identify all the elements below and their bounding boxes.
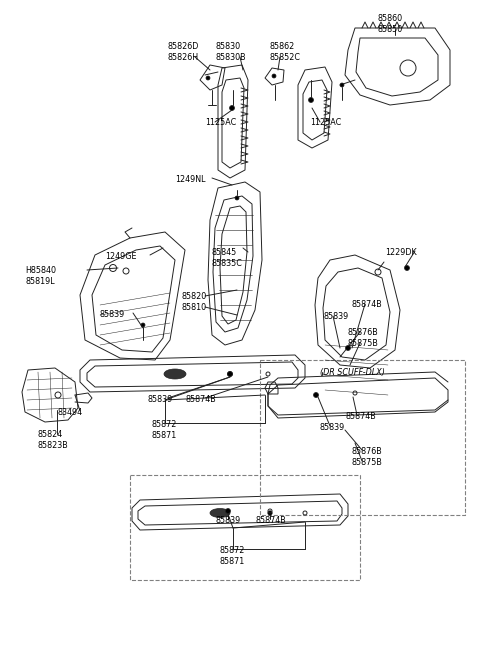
Text: 1249GE: 1249GE <box>105 252 136 261</box>
Bar <box>260 360 465 515</box>
Bar <box>130 475 360 580</box>
Text: 85826H: 85826H <box>168 53 199 62</box>
Circle shape <box>272 74 276 78</box>
Text: 85839: 85839 <box>323 312 348 321</box>
Text: 85875B: 85875B <box>347 339 378 348</box>
Text: 85850: 85850 <box>378 25 403 34</box>
Text: H85840: H85840 <box>25 266 56 275</box>
Circle shape <box>309 98 313 102</box>
Circle shape <box>346 346 350 350</box>
Circle shape <box>405 266 409 270</box>
Circle shape <box>226 508 230 514</box>
Text: 85872: 85872 <box>152 420 178 429</box>
Text: 85860: 85860 <box>378 14 403 23</box>
Text: 85839: 85839 <box>320 423 345 432</box>
Circle shape <box>228 371 232 377</box>
Text: 85852C: 85852C <box>270 53 301 62</box>
Text: 85874B: 85874B <box>345 412 376 421</box>
Text: 85835C: 85835C <box>212 259 243 268</box>
Text: 85871: 85871 <box>152 431 177 440</box>
Text: 85875B: 85875B <box>352 458 383 467</box>
Text: 85839: 85839 <box>100 310 125 319</box>
Text: 85845: 85845 <box>212 248 237 257</box>
Text: 85819L: 85819L <box>25 277 55 286</box>
Text: 85823B: 85823B <box>38 441 69 450</box>
Text: 1125AC: 1125AC <box>310 118 341 127</box>
Ellipse shape <box>210 508 230 518</box>
Text: 85830: 85830 <box>216 42 241 51</box>
Text: 85830B: 85830B <box>216 53 247 62</box>
Circle shape <box>229 106 235 110</box>
Ellipse shape <box>164 369 186 379</box>
Text: 85839: 85839 <box>148 395 173 404</box>
Circle shape <box>228 371 232 377</box>
Text: 85839: 85839 <box>215 516 240 525</box>
Circle shape <box>141 323 145 327</box>
Circle shape <box>235 196 239 200</box>
Text: 85874B: 85874B <box>255 516 286 525</box>
Text: (DR SCUFF-DLX): (DR SCUFF-DLX) <box>320 368 385 377</box>
Text: 85876B: 85876B <box>347 328 378 337</box>
Text: 85826D: 85826D <box>168 42 199 51</box>
Text: 1249NL: 1249NL <box>175 175 205 184</box>
Text: 85824: 85824 <box>38 430 63 439</box>
Text: 85874B: 85874B <box>185 395 216 404</box>
Text: 83494: 83494 <box>57 408 82 417</box>
Text: 1229DK: 1229DK <box>385 248 417 257</box>
Circle shape <box>340 83 344 87</box>
Text: 85862: 85862 <box>270 42 295 51</box>
Text: 1125AC: 1125AC <box>205 118 236 127</box>
Text: 85810: 85810 <box>182 303 207 312</box>
Text: 85874B: 85874B <box>352 300 383 309</box>
Circle shape <box>313 392 319 398</box>
Text: 85876B: 85876B <box>352 447 383 456</box>
Text: 85871: 85871 <box>220 557 245 566</box>
Text: 85872: 85872 <box>220 546 245 555</box>
Text: 85820: 85820 <box>182 292 207 301</box>
Circle shape <box>206 76 210 80</box>
Circle shape <box>268 511 272 515</box>
